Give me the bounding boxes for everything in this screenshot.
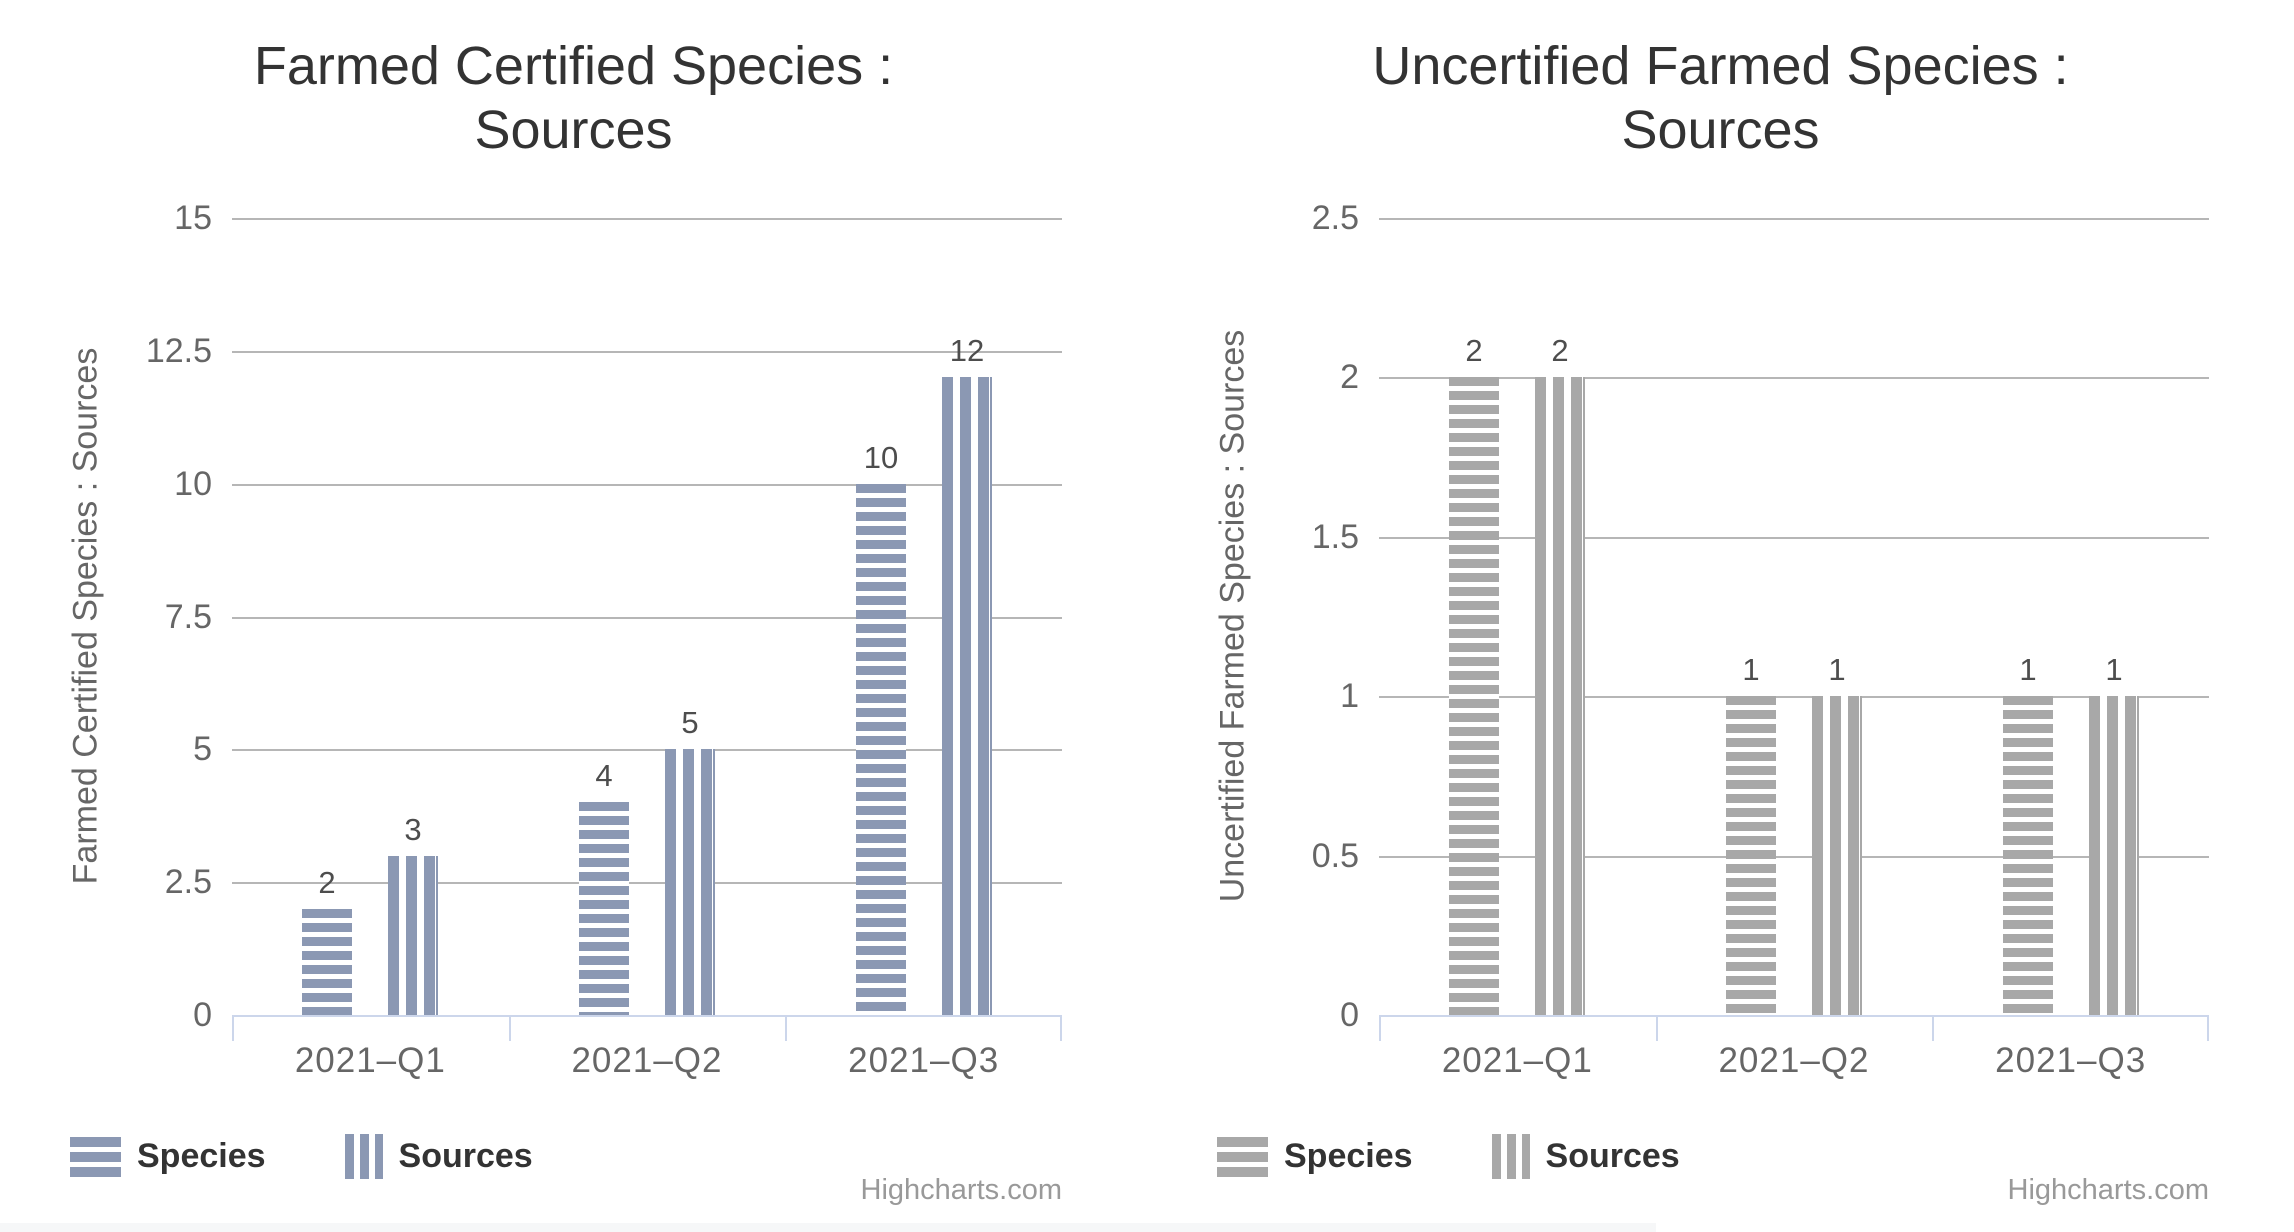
bottom-edge-strip	[0, 1223, 1656, 1232]
gridline	[1379, 218, 2209, 220]
bar-data-label: 2	[318, 865, 336, 900]
x-axis-tick	[1932, 1017, 1934, 1041]
y-axis-tick-label: 1	[1340, 677, 1359, 716]
bar-sources[interactable]	[1535, 377, 1585, 1015]
gridline	[232, 483, 1062, 486]
y-axis-tick-label: 1.5	[1311, 517, 1359, 556]
bar-data-label: 2	[1465, 333, 1483, 368]
y-axis-tick-label: 2	[1340, 358, 1359, 397]
y-axis-tick-label: 5	[193, 730, 212, 769]
bar-sources[interactable]	[388, 856, 438, 1015]
bar-sources[interactable]	[942, 377, 992, 1015]
chart-farmed-certified: Farmed Certified Species : Sources Farme…	[67, 36, 1062, 1206]
legend-item-sources[interactable]: Sources	[338, 1134, 533, 1179]
bar-data-label: 2	[1551, 333, 1569, 368]
x-axis-tick	[785, 1017, 787, 1041]
gridline	[1379, 855, 2209, 858]
y-axis-tick-label: 0.5	[1311, 836, 1359, 875]
plot-area: 0 0.5 1 1.5 2 2.5 2021–Q1 2 2 2021–Q2 1 1 2021–Q3 1 1	[1312, 199, 2209, 1080]
bar-data-label: 3	[404, 812, 422, 847]
y-axis-tick-label: 2.5	[1311, 199, 1359, 237]
species-pattern-swatch-icon	[70, 1136, 121, 1177]
bar-data-label: 12	[949, 333, 985, 368]
bar-sources[interactable]	[1812, 696, 1862, 1015]
gridline	[232, 350, 1062, 353]
legend-label: Species	[137, 1137, 266, 1175]
bar-species[interactable]	[302, 909, 352, 1015]
gridline	[232, 616, 1062, 619]
gridline	[1379, 696, 2209, 699]
y-axis-tick-label: 0	[1340, 996, 1359, 1034]
bar-data-label: 1	[1742, 652, 1760, 687]
x-axis-category-label: 2021–Q1	[1441, 1041, 1593, 1080]
legend-label: Species	[1284, 1137, 1413, 1175]
legend-item-sources[interactable]: Sources	[1485, 1134, 1680, 1179]
y-axis-title: Uncertified Farmed Species : Sources	[1213, 329, 1252, 903]
gridline	[1379, 536, 2209, 539]
x-axis-category-label: 2021–Q1	[294, 1041, 446, 1080]
x-axis-tick	[232, 1017, 234, 1041]
y-axis-tick-label: 10	[174, 464, 212, 503]
y-axis-tick-label: 15	[174, 199, 212, 237]
bar-species[interactable]	[1726, 696, 1776, 1015]
gridline	[232, 218, 1062, 220]
chart-uncertified-farmed: Uncertified Farmed Species : Sources Unc…	[1147, 0, 2294, 1232]
bar-data-label: 1	[2019, 652, 2037, 687]
gridline	[1379, 377, 2209, 380]
sources-pattern-swatch-icon	[344, 1134, 383, 1179]
legend: Species Sources	[1217, 1134, 1752, 1179]
chart-title: Uncertified Farmed Species : Sources	[1372, 36, 2069, 160]
bar-sources[interactable]	[2089, 696, 2139, 1015]
legend-label: Sources	[1545, 1137, 1680, 1175]
x-axis-tick	[1656, 1017, 1658, 1041]
x-axis-category-label: 2021–Q3	[848, 1041, 1000, 1080]
gridline	[232, 749, 1062, 752]
bar-data-label: 5	[681, 705, 699, 740]
x-axis-tick	[1060, 1017, 1062, 1041]
y-axis-tick-label: 7.5	[164, 597, 212, 636]
x-axis-line	[1379, 1015, 2209, 1017]
bar-species[interactable]	[1449, 377, 1499, 1015]
x-axis-line	[232, 1015, 1062, 1017]
bar-data-label: 10	[863, 440, 899, 475]
plot-area: 0 2.5 5 7.5 10 12.5 15 2021–Q1 2 3 2021–Q2 4 5 2021–Q…	[146, 199, 1062, 1080]
y-axis-tick-label: 12.5	[145, 331, 212, 370]
y-axis-tick-label: 0	[193, 996, 212, 1034]
x-axis-category-label: 2021–Q2	[571, 1041, 723, 1080]
gridline	[232, 882, 1062, 885]
legend-label: Sources	[398, 1137, 533, 1175]
x-axis-category-label: 2021–Q3	[1995, 1041, 2147, 1080]
sources-pattern-swatch-icon	[1491, 1134, 1530, 1179]
bar-sources[interactable]	[665, 749, 715, 1015]
x-axis-tick	[2207, 1017, 2209, 1041]
legend: Species Sources	[70, 1134, 605, 1179]
legend-item-species[interactable]: Species	[1217, 1136, 1413, 1177]
bar-species[interactable]	[579, 802, 629, 1015]
highcharts-credits-link[interactable]: Highcharts.com	[2007, 1174, 2209, 1206]
bar-data-label: 1	[1828, 652, 1846, 687]
bar-species[interactable]	[2003, 696, 2053, 1015]
highcharts-credits-link[interactable]: Highcharts.com	[860, 1174, 1062, 1206]
bar-data-label: 1	[2105, 652, 2123, 687]
bar-data-label: 4	[595, 758, 613, 793]
x-axis-tick	[1379, 1017, 1381, 1041]
species-pattern-swatch-icon	[1217, 1136, 1268, 1177]
chart-title: Farmed Certified Species : Sources	[253, 36, 894, 160]
bar-species[interactable]	[856, 484, 906, 1015]
y-axis-tick-label: 2.5	[164, 863, 212, 902]
legend-item-species[interactable]: Species	[70, 1136, 266, 1177]
x-axis-tick	[509, 1017, 511, 1041]
x-axis-category-label: 2021–Q2	[1718, 1041, 1870, 1080]
